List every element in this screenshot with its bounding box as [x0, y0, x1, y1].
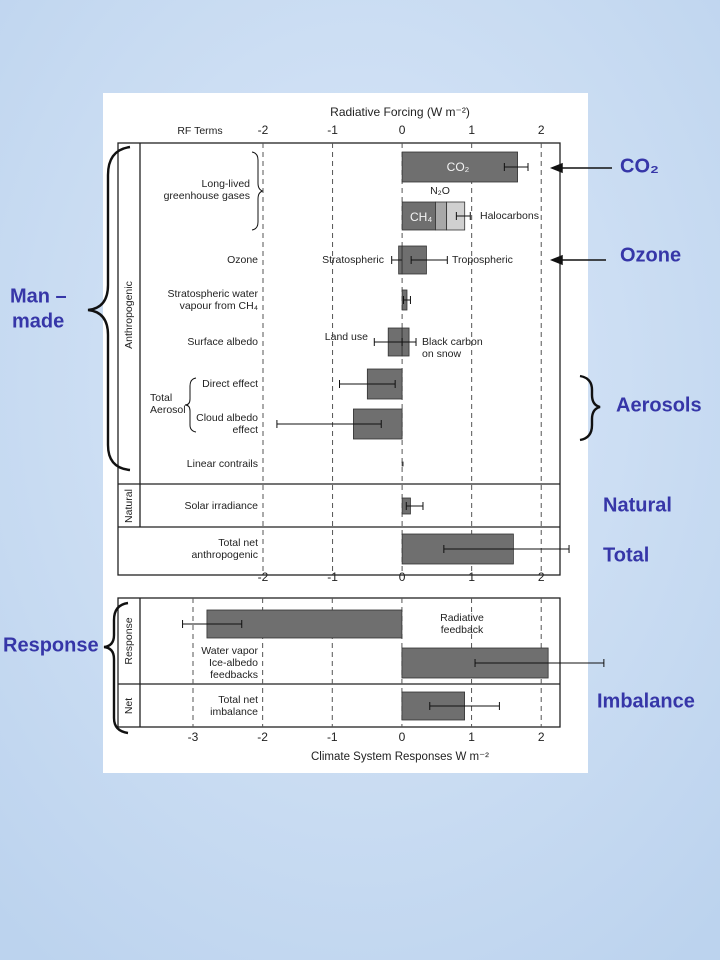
row-label: anthropogenic [191, 549, 258, 561]
row-label: imbalance [210, 706, 258, 718]
axis-title: Climate System Responses W m⁻² [311, 751, 489, 763]
row-label: Total net [218, 694, 258, 706]
aerosols-label: Aerosols [616, 394, 702, 416]
bar-label: Black carbon [422, 336, 483, 348]
bar [401, 151, 518, 183]
bar [435, 201, 448, 231]
group-label: greenhouse gases [164, 190, 250, 202]
man-made-label: Man – [10, 285, 67, 307]
bar-label: on snow [422, 348, 462, 360]
arrow [549, 254, 606, 266]
error-bar [455, 212, 471, 220]
x-tick-label: -3 [188, 730, 199, 744]
aerosols-brace [579, 374, 601, 442]
error-bar [474, 659, 605, 667]
man-made-brace [87, 145, 131, 472]
ozone-label: Ozone [620, 244, 681, 266]
total-label: Total [603, 544, 649, 566]
row-label: Ozone [227, 254, 258, 266]
row-label: Surface albedo [187, 336, 258, 348]
error-bar [405, 502, 424, 510]
x-tick-label: 2 [538, 123, 545, 137]
error-bar [429, 702, 500, 710]
imbalance-label: Imbalance [597, 690, 695, 712]
bar-label: Land use [325, 331, 368, 343]
response-brace [103, 601, 129, 735]
error-bar [276, 420, 382, 428]
section-label: Anthropogenic [123, 281, 135, 349]
section-label: Natural [123, 489, 135, 523]
row-label: Direct effect [202, 378, 258, 390]
row-label: feedbacks [210, 669, 258, 681]
row-label: Water vapor [201, 645, 258, 657]
x-tick-label: -1 [327, 570, 338, 584]
error-bar [410, 256, 448, 264]
axis-title: Radiative Forcing (W m⁻²) [330, 105, 470, 119]
x-tick-label: 0 [399, 730, 406, 744]
x-tick-label: -1 [327, 123, 338, 137]
bar [401, 461, 404, 467]
row-label: effect [233, 424, 259, 436]
section-label: Response [123, 617, 135, 664]
x-tick-label: 1 [468, 730, 475, 744]
man-made-label: made [12, 310, 64, 332]
co2-label: CO₂ [620, 155, 659, 177]
x-tick-label: 2 [538, 570, 545, 584]
response-label: Response [3, 634, 99, 656]
error-bar [403, 296, 411, 304]
x-tick-label: -2 [258, 123, 269, 137]
bar-label: Tropospheric [452, 254, 513, 266]
error-bar [182, 620, 243, 628]
error-bar [401, 338, 417, 346]
bar-label: Stratospheric [322, 254, 384, 266]
bar-label: feedback [441, 624, 484, 636]
x-tick-label: 0 [399, 123, 406, 137]
bar-label: N₂O [430, 185, 450, 197]
group-label: Aerosol [150, 404, 186, 416]
row-label: vapour from CH₄ [180, 300, 258, 312]
x-tick-label: -2 [257, 730, 268, 744]
bar [401, 201, 436, 231]
row-label: Stratospheric water [168, 288, 259, 300]
section-label: Net [123, 698, 135, 714]
x-tick-label: -1 [327, 730, 338, 744]
header: RF Terms [177, 125, 222, 137]
row-label: Total net [218, 537, 258, 549]
x-tick-label: 1 [468, 123, 475, 137]
x-tick-label: 1 [468, 570, 475, 584]
x-tick-label: 2 [538, 730, 545, 744]
error-bar [339, 380, 396, 388]
row-label: Cloud albedo [196, 412, 258, 424]
group-label: Long-lived [202, 178, 251, 190]
group-label: Total [150, 392, 172, 404]
arrow [549, 162, 612, 174]
error-bar [503, 163, 529, 171]
row-label: Linear contrails [187, 458, 258, 470]
x-tick-label: 0 [399, 570, 406, 584]
x-tick-label: -2 [258, 570, 269, 584]
bar-label: Radiative [440, 612, 484, 624]
top-frame [117, 142, 561, 576]
bar-label: CO₂ [447, 160, 470, 174]
group-brace [184, 377, 197, 433]
bar-label: Halocarbons [480, 210, 539, 222]
row-label: Ice-albedo [209, 657, 258, 669]
row-label: Solar irradiance [184, 500, 258, 512]
bar-label: CH₄ [410, 210, 432, 224]
error-bar [443, 545, 570, 553]
natural-label: Natural [603, 494, 672, 516]
